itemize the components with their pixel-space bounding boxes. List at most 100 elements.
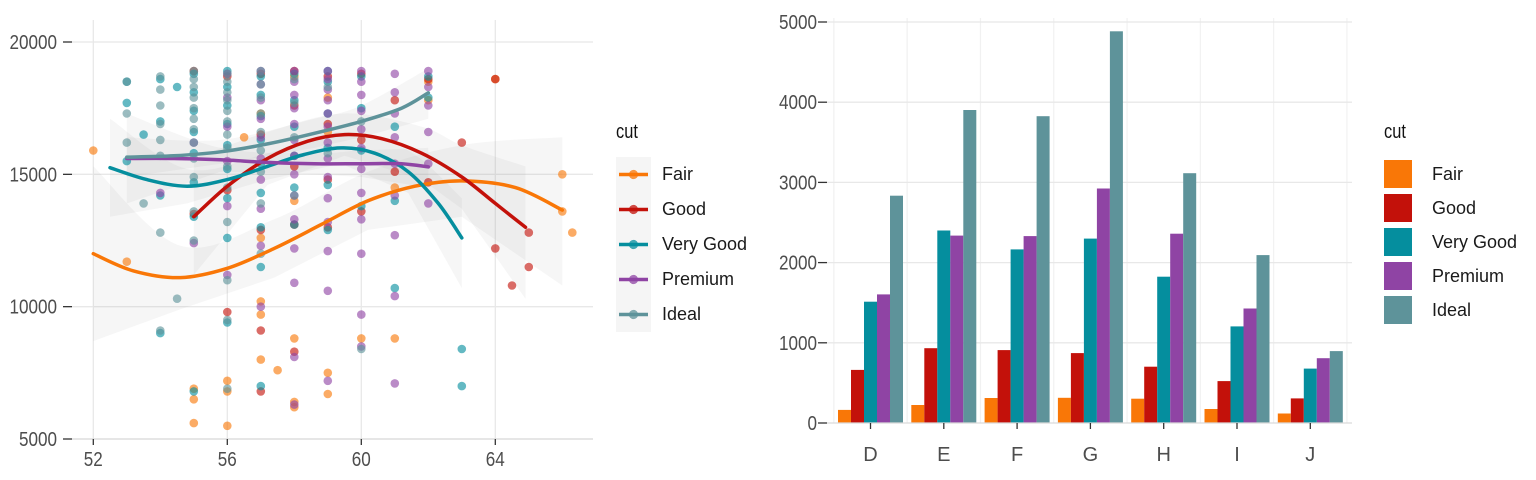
bar-legend-items: Fair Good Very Good Premium Ideal: [1384, 157, 1534, 327]
bar: [1010, 249, 1024, 423]
bar: [1217, 381, 1231, 423]
tick-label: 2000: [779, 253, 817, 275]
bar: [1170, 233, 1184, 423]
bar: [1290, 398, 1304, 423]
legend-key-swatch-icon: [1384, 194, 1412, 222]
ribbon-very-good: [110, 118, 462, 289]
tick-label: 4000: [779, 92, 817, 114]
legend-item-good: Good: [616, 192, 766, 227]
legend-label: Ideal: [662, 304, 702, 324]
bar: [1144, 366, 1158, 423]
bar: [1096, 188, 1110, 423]
smooth-line-premium: [125, 156, 431, 169]
bar: [1329, 351, 1343, 423]
grouped-bar-plot: D E F G H I J 0 1000 2000 3000 4000 5000: [779, 12, 1352, 466]
bar: [851, 369, 864, 423]
tick-label: 15000: [10, 164, 58, 186]
legend-label: Good: [662, 199, 707, 219]
legend-item-fair: Fair: [1384, 157, 1534, 191]
points-ideal: [122, 66, 366, 394]
legend-item-very-good: Very Good: [616, 227, 766, 262]
tick-label: H: [1156, 444, 1170, 466]
bar: [1230, 326, 1244, 423]
legend-label: Good: [1432, 197, 1477, 218]
tick-label: 5000: [19, 429, 57, 451]
ribbon-good: [193, 113, 526, 299]
bar-series-premium: [877, 188, 1330, 423]
ribbon-premium: [126, 113, 429, 204]
tick-label: 1000: [779, 333, 817, 355]
tick-label: 0: [808, 413, 818, 435]
bar: [1303, 368, 1317, 423]
legend-label: Premium: [662, 269, 735, 289]
bar: [963, 110, 977, 423]
bar-series-good: [851, 348, 1304, 423]
bar-series-ideal: [890, 31, 1343, 424]
legend-item-very-good: Very Good: [1384, 225, 1534, 259]
bar-series-fair: [838, 397, 1291, 423]
scatter-smooth-figure: 52 56 60 64 5000 10000 15000 20000: [10, 20, 593, 471]
bar: [950, 235, 964, 423]
confidence-ribbons: [93, 68, 563, 342]
bar: [1083, 238, 1097, 423]
legend-key-swatch-icon: [1384, 262, 1412, 290]
legend-item-ideal: Ideal: [616, 297, 766, 332]
ribbon-fair: [93, 137, 563, 342]
tick-label: J: [1305, 444, 1315, 466]
bar: [937, 230, 951, 423]
bar-legend-title: cut: [1384, 121, 1406, 143]
legend-key-line-dot-icon: [616, 297, 651, 332]
axes: 52 56 60 64 5000 10000 15000 20000: [10, 32, 593, 471]
bar: [1109, 31, 1123, 424]
tick-label: 60: [352, 449, 371, 471]
bar: [1277, 413, 1291, 423]
smooth-line-good: [192, 132, 528, 230]
smooth-line-very-good: [108, 146, 464, 240]
bar: [877, 294, 890, 423]
bar: [838, 409, 851, 423]
legend-item-fair: Fair: [616, 157, 766, 192]
bar: [1057, 397, 1071, 423]
legend-item-good: Good: [1384, 191, 1534, 225]
tick-label: 20000: [10, 32, 58, 54]
legend-item-premium: Premium: [616, 262, 766, 297]
bar: [984, 398, 998, 423]
bar: [1256, 255, 1270, 423]
bar: [890, 195, 903, 423]
legend-item-ideal: Ideal: [1384, 293, 1534, 327]
legend-label: Ideal: [1432, 299, 1472, 320]
grouped-bar-figure: D E F G H I J 0 1000 2000 3000 4000 5000: [770, 0, 1536, 480]
tick-label: 3000: [779, 172, 817, 194]
tick-label: D: [863, 444, 877, 466]
legend-key-swatch-icon: [1384, 160, 1412, 188]
legend-item-premium: Premium: [1384, 259, 1534, 293]
legend-label: Very Good: [1432, 231, 1518, 252]
axes: D E F G H I J 0 1000 2000 3000 4000 5000: [779, 12, 1352, 466]
legend-label: Very Good: [662, 234, 748, 254]
smooth-line-fair: [91, 179, 565, 280]
legend-key-swatch-icon: [1384, 296, 1412, 324]
smooth-line-ideal: [125, 91, 431, 159]
gridlines: [827, 18, 1352, 423]
scatter-smooth-plot: 52 56 60 64 5000 10000 15000 20000: [10, 20, 593, 471]
bar: [1183, 173, 1197, 423]
tick-label: 5000: [779, 12, 817, 34]
tick-label: 56: [218, 449, 237, 471]
scatter-legend-title: cut: [616, 121, 638, 143]
bar: [1131, 398, 1145, 423]
tick-label: E: [937, 444, 950, 466]
legend-label: Premium: [1432, 265, 1505, 286]
bar: [1070, 353, 1084, 423]
scatter-legend: cut Fair Good Very Good Premium Ideal: [616, 121, 766, 332]
scatter-legend-items: Fair Good Very Good Premium Ideal: [616, 157, 766, 332]
bar: [1023, 236, 1037, 423]
bar: [1243, 308, 1257, 423]
bar-legend: cut Fair Good Very Good Premium Ideal: [1384, 121, 1534, 327]
tick-label: G: [1083, 444, 1099, 466]
legend-key-line-dot-icon: [616, 192, 651, 227]
legend-key-line-dot-icon: [616, 227, 651, 262]
bar: [924, 348, 938, 423]
ribbon-ideal: [126, 68, 429, 177]
legend-key-line-dot-icon: [616, 157, 651, 192]
